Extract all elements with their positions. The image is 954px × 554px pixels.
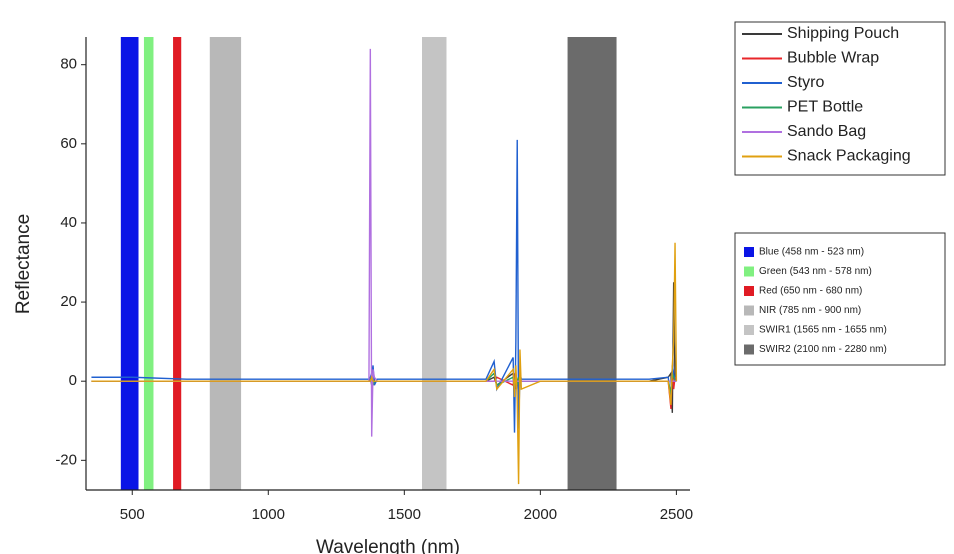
band-legend-label: Blue (458 nm - 523 nm) <box>759 247 864 258</box>
x-tick-label: 1500 <box>388 506 421 523</box>
band-legend-label: Green (543 nm - 578 nm) <box>759 266 872 277</box>
y-tick-label: -20 <box>55 451 77 468</box>
band-legend-swatch <box>744 344 754 355</box>
band-legend-swatch <box>744 286 754 296</box>
band-legend-swatch <box>744 325 754 335</box>
band <box>173 37 182 490</box>
band <box>209 37 242 490</box>
legend-label: Snack Packaging <box>787 148 911 165</box>
band-legend-box <box>734 232 946 366</box>
y-tick-label: 60 <box>60 135 77 152</box>
x-axis-title: Wavelength (nm) <box>316 537 460 554</box>
y-tick-label: 0 <box>69 372 77 389</box>
x-tick-label: 2000 <box>524 506 557 523</box>
legend-label: Styro <box>787 74 824 91</box>
y-axis-title: Reflectance <box>13 214 34 314</box>
band-legend-label: SWIR1 (1565 nm - 1655 nm) <box>759 325 887 336</box>
band-legend-swatch <box>744 247 754 257</box>
legend-label: Bubble Wrap <box>787 50 879 67</box>
band <box>567 37 617 490</box>
legend-label: Sando Bag <box>787 123 866 140</box>
series-line <box>91 242 678 485</box>
y-tick-label: 20 <box>60 293 77 310</box>
band-legend-label: NIR (785 nm - 900 nm) <box>759 305 861 316</box>
legend-label: Shipping Pouch <box>787 25 899 42</box>
band <box>422 37 447 490</box>
y-tick-label: 80 <box>60 56 77 73</box>
x-tick-label: 1000 <box>252 506 285 523</box>
band <box>143 37 154 490</box>
band-legend-label: SWIR2 (2100 nm - 2280 nm) <box>759 344 887 355</box>
band-legend-swatch <box>744 305 754 316</box>
x-tick-label: 500 <box>120 506 145 523</box>
band-legend-swatch <box>744 266 754 277</box>
x-tick-label: 2500 <box>660 506 693 523</box>
band-legend-label: Red (650 nm - 680 nm) <box>759 286 862 297</box>
y-tick-label: 40 <box>60 214 77 231</box>
legend-label: PET Bottle <box>787 99 863 116</box>
band <box>120 37 139 490</box>
series-legend-box <box>734 21 946 176</box>
